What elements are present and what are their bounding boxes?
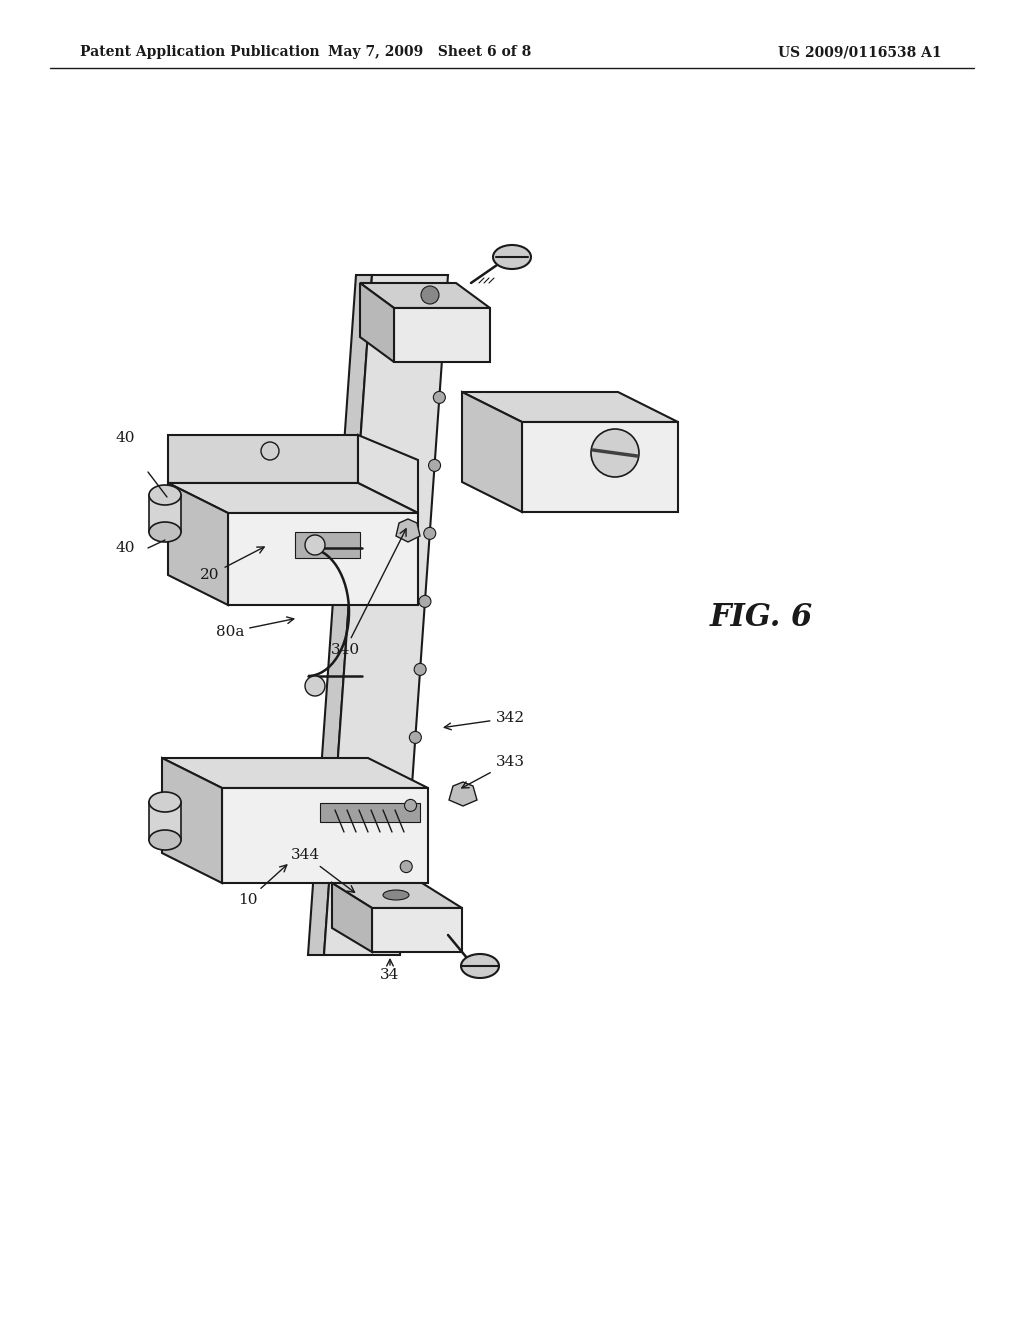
Polygon shape [522, 422, 678, 512]
Text: 340: 340 [331, 529, 407, 657]
Polygon shape [168, 483, 418, 513]
Polygon shape [295, 532, 360, 558]
Circle shape [396, 915, 409, 927]
Circle shape [410, 731, 421, 743]
Circle shape [305, 535, 325, 554]
Circle shape [404, 800, 417, 812]
Text: 343: 343 [462, 755, 524, 788]
Text: US 2009/0116538 A1: US 2009/0116538 A1 [778, 45, 942, 59]
Polygon shape [449, 781, 477, 807]
Polygon shape [150, 495, 181, 532]
Circle shape [261, 442, 279, 459]
Polygon shape [222, 788, 428, 883]
Circle shape [305, 676, 325, 696]
Text: 10: 10 [239, 865, 287, 907]
Text: 20: 20 [201, 546, 264, 582]
Ellipse shape [150, 521, 181, 543]
Polygon shape [372, 908, 462, 952]
Polygon shape [319, 803, 420, 822]
Circle shape [424, 528, 436, 540]
Text: 40: 40 [116, 432, 135, 445]
Circle shape [419, 595, 431, 607]
Polygon shape [360, 282, 490, 308]
Polygon shape [228, 513, 418, 605]
Text: 342: 342 [444, 711, 524, 730]
Polygon shape [360, 282, 394, 362]
Circle shape [414, 664, 426, 676]
Ellipse shape [150, 484, 181, 506]
Text: Patent Application Publication: Patent Application Publication [80, 45, 319, 59]
Text: 34: 34 [380, 968, 399, 982]
Circle shape [438, 323, 451, 335]
Polygon shape [162, 758, 428, 788]
Circle shape [591, 429, 639, 477]
Ellipse shape [150, 792, 181, 812]
Polygon shape [396, 519, 420, 543]
Polygon shape [332, 883, 462, 908]
Polygon shape [324, 275, 449, 954]
Polygon shape [394, 308, 490, 362]
Ellipse shape [493, 246, 531, 269]
Text: May 7, 2009   Sheet 6 of 8: May 7, 2009 Sheet 6 of 8 [329, 45, 531, 59]
Text: FIG. 6: FIG. 6 [710, 602, 813, 634]
Ellipse shape [461, 954, 499, 978]
Text: 344: 344 [291, 847, 354, 892]
Polygon shape [168, 483, 228, 605]
Polygon shape [162, 758, 222, 883]
Ellipse shape [150, 830, 181, 850]
Text: 40: 40 [116, 541, 135, 554]
Circle shape [433, 392, 445, 404]
Polygon shape [308, 275, 372, 954]
Polygon shape [358, 436, 418, 513]
Circle shape [400, 861, 413, 873]
Polygon shape [150, 803, 181, 840]
Text: 80a: 80a [216, 616, 294, 639]
Circle shape [429, 459, 440, 471]
Polygon shape [462, 392, 522, 512]
Polygon shape [168, 436, 358, 483]
Ellipse shape [383, 890, 409, 900]
Polygon shape [332, 883, 372, 952]
Polygon shape [462, 392, 678, 422]
Circle shape [421, 286, 439, 304]
